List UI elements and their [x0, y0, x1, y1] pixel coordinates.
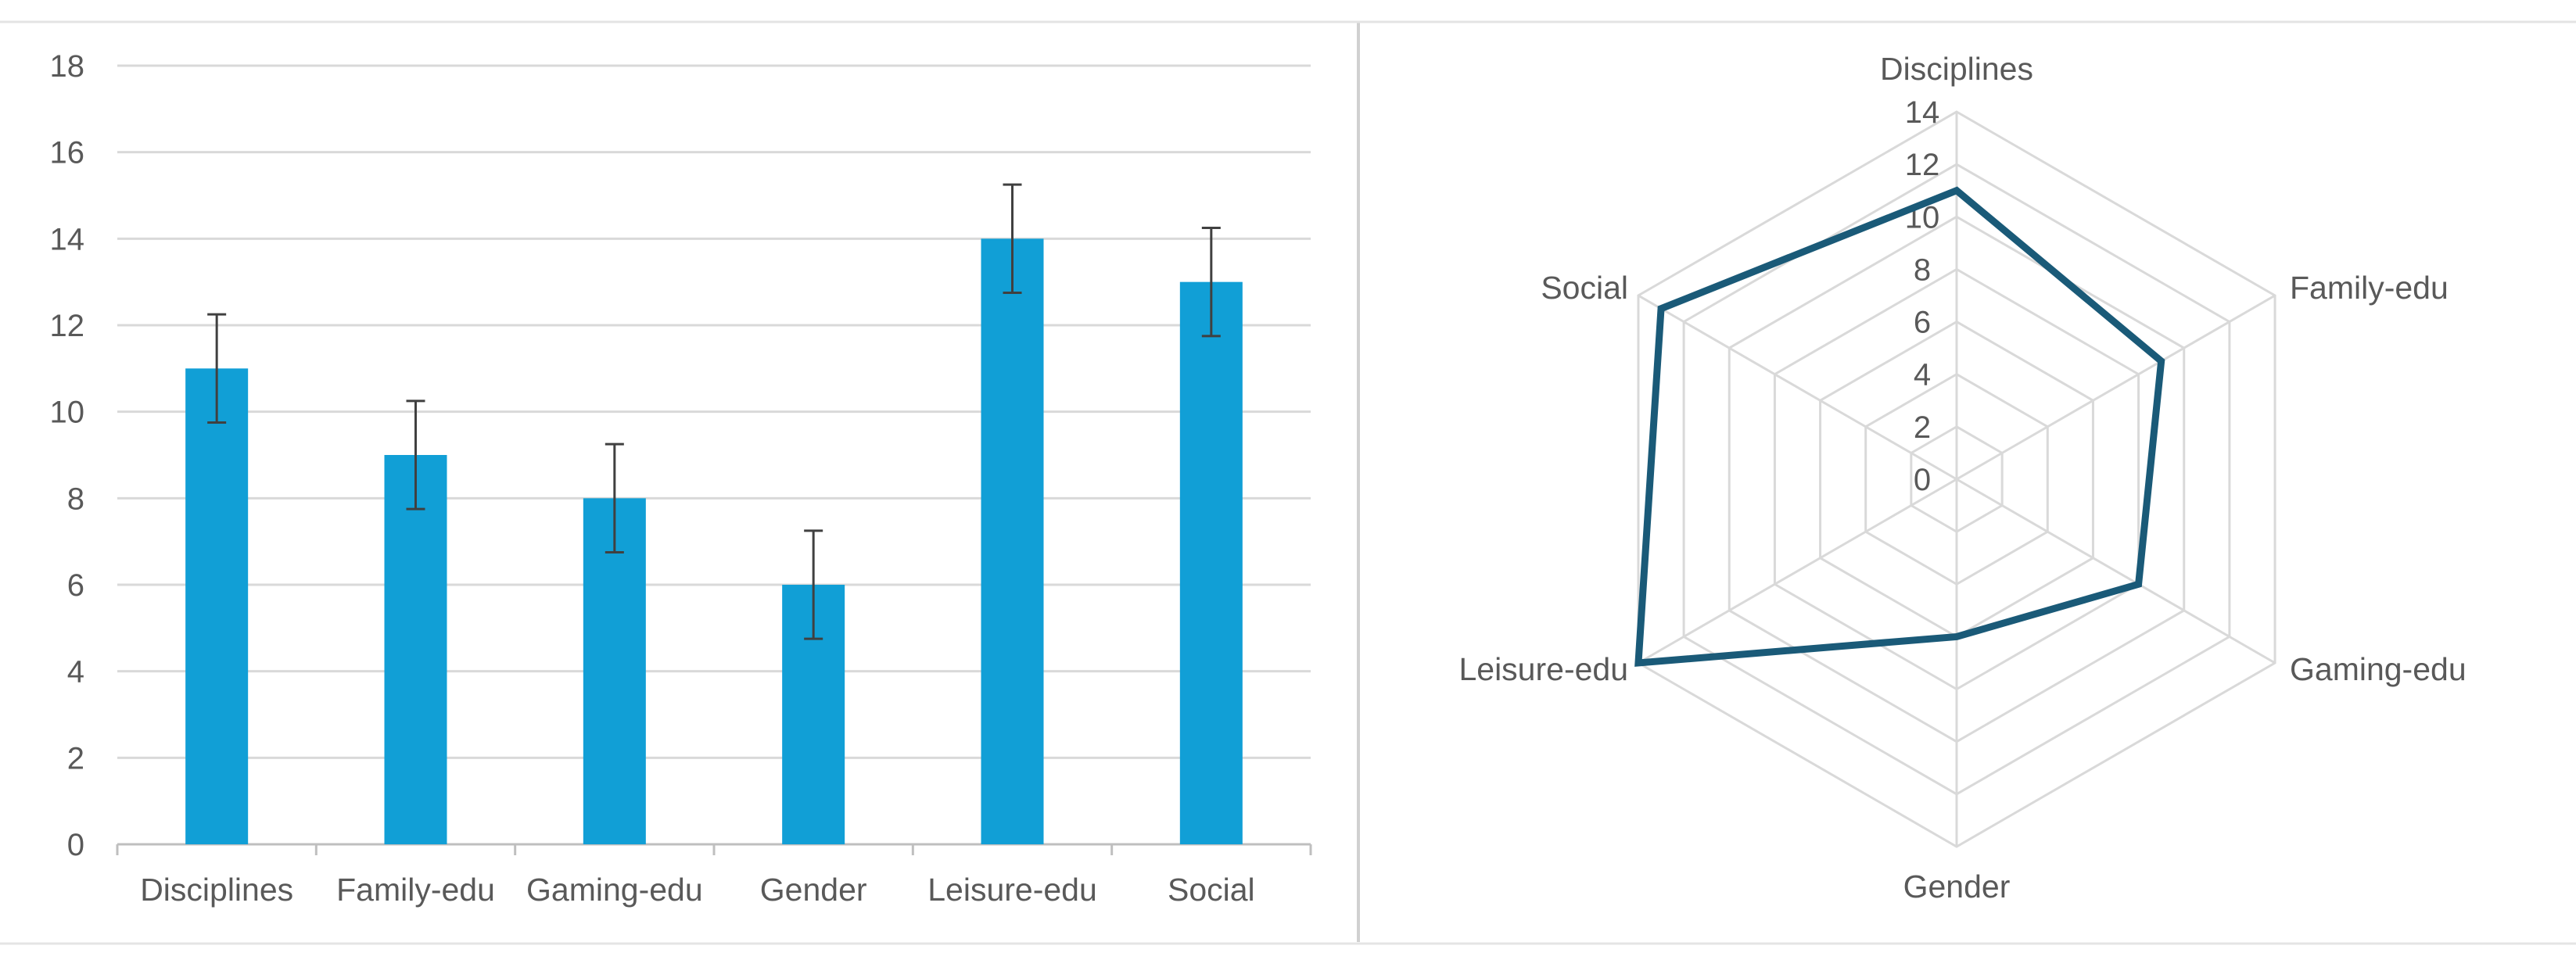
bar [384, 455, 447, 844]
radar-axis-label: Social [1541, 270, 1628, 306]
radar-tick-label: 6 [1914, 306, 1931, 340]
radar-chart: 02468101214DisciplinesFamily-eduGaming-e… [1458, 51, 2466, 904]
bar-chart: 0 2 4 6 8 10 12 14 16 18 Disciplines Family-edu Gami… [50, 49, 1312, 908]
radar-spoke [1956, 478, 2276, 664]
y-tick-label: 14 [50, 222, 85, 256]
radar-axis-label: Disciplines [1880, 51, 2033, 87]
x-tick-label: Social [1168, 872, 1255, 908]
y-tick-label: 16 [50, 136, 85, 170]
y-tick-label: 0 [67, 828, 84, 862]
radar-spoke [1638, 294, 1957, 481]
y-tick-label: 6 [67, 568, 84, 603]
x-tick-label: Gaming-edu [526, 872, 703, 908]
radar-tick-label: 2 [1914, 410, 1931, 445]
radar-tick-label: 4 [1914, 358, 1931, 392]
radar-axis-label: Family-edu [2290, 270, 2449, 306]
y-tick-label: 4 [67, 655, 84, 690]
radar-tick-label: 8 [1914, 253, 1931, 287]
y-tick-label: 18 [50, 49, 85, 84]
radar-axis-label: Gaming-edu [2290, 651, 2467, 687]
radar-axis-label: Leisure-edu [1458, 651, 1628, 687]
radar-series-line [1634, 186, 2165, 667]
x-tick-label: Disciplines [140, 872, 293, 908]
y-tick-label: 12 [50, 309, 85, 343]
bar [583, 498, 646, 844]
radar-tick-label: 14 [1905, 95, 1940, 130]
radar-tick-label: 0 [1914, 463, 1931, 497]
y-tick-label: 8 [67, 482, 84, 516]
radar-spoke [1956, 294, 2276, 481]
y-tick-label: 10 [50, 396, 85, 430]
x-tick-label: Gender [760, 872, 867, 908]
bar [1179, 281, 1243, 845]
bar [981, 238, 1044, 844]
x-tick-label: Leisure-edu [927, 872, 1097, 908]
x-tick-label: Family-edu [336, 872, 495, 908]
radar-spoke [1638, 478, 1957, 664]
bar [185, 368, 249, 844]
radar-axis-label: Gender [1903, 869, 2011, 904]
radar-tick-label: 12 [1905, 148, 1940, 182]
y-tick-label: 2 [67, 741, 84, 776]
frame [0, 20, 2576, 945]
